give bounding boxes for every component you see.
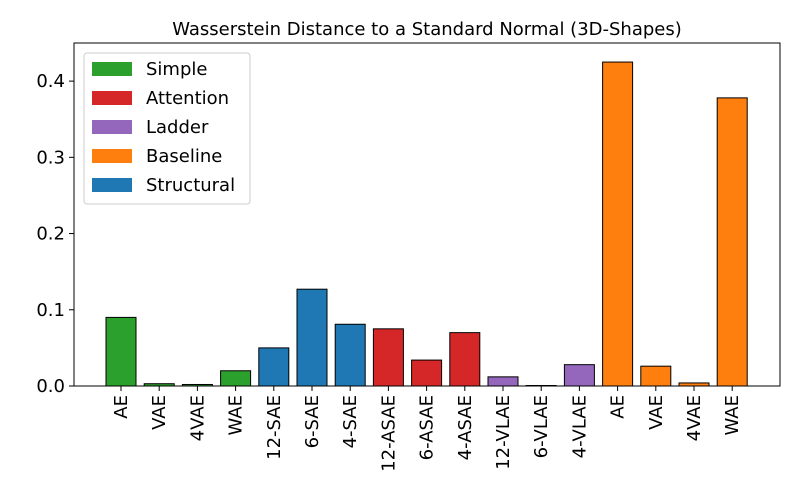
legend-swatch-attention [92, 91, 132, 105]
legend-label-simple: Simple [146, 59, 207, 80]
x-tick-label: AE [608, 395, 629, 419]
x-tick-label: 4-VLAE [569, 395, 590, 458]
y-tick-label: 0.3 [36, 147, 65, 168]
y-tick-label: 0.0 [36, 376, 65, 397]
legend-box [83, 52, 251, 205]
bars-layer [105, 61, 748, 387]
legend-swatch-simple [92, 62, 132, 76]
x-tick-label: 4VAE [684, 395, 705, 441]
axes-layer: 0.0 0.1 0.2 0.3 0.4 AE VAE 4VAE WAE 12-SAE 6-SAE 4-… [36, 42, 781, 472]
x-tick-label: WAE [722, 395, 743, 436]
bar-9 [411, 359, 443, 387]
bar-6 [296, 288, 328, 387]
x-tick-label: 4VAE [187, 395, 208, 441]
x-tick-label: 6-SAE [302, 395, 323, 448]
x-tick-label: 4-SAE [340, 395, 361, 448]
bar-8 [372, 328, 404, 387]
bar-10 [449, 332, 481, 387]
chart-title: Wasserstein Distance to a Standard Norma… [172, 19, 682, 40]
bar-11 [487, 376, 519, 387]
y-tick-label: 0.4 [36, 71, 65, 92]
x-tick-label: 6-ASAE [417, 395, 438, 460]
legend-swatch-ladder [92, 120, 132, 134]
chart-legend: Simple Attention Ladder Baseline Structural [83, 52, 251, 205]
x-tick-label: VAE [646, 395, 667, 430]
bar-7 [334, 323, 366, 387]
legend-swatch-structural [92, 178, 132, 192]
x-tick-label: WAE [226, 395, 247, 436]
x-tick-label: 6-VLAE [531, 395, 552, 458]
x-tick-label: 12-SAE [264, 395, 285, 460]
bar-13 [563, 364, 595, 387]
bar-1 [105, 316, 137, 387]
x-tick-label: VAE [149, 395, 170, 430]
legend-label-baseline: Baseline [146, 146, 222, 167]
bar-4 [220, 370, 252, 387]
legend-label-structural: Structural [146, 175, 235, 196]
bar-17 [716, 97, 748, 387]
x-tick-label: AE [111, 395, 132, 419]
legend-swatch-baseline [92, 149, 132, 163]
bar-15 [640, 365, 672, 387]
bar-14 [602, 61, 634, 387]
y-tick-label: 0.2 [36, 224, 65, 245]
x-tick-label: 4-ASAE [455, 395, 476, 460]
legend-label-attention: Attention [146, 88, 229, 109]
x-tick-label: 12-VLAE [493, 395, 514, 470]
x-tick-label: 12-ASAE [378, 395, 399, 472]
legend-label-ladder: Ladder [146, 117, 209, 138]
y-tick-label: 0.1 [36, 300, 65, 321]
bar-5 [258, 347, 290, 387]
